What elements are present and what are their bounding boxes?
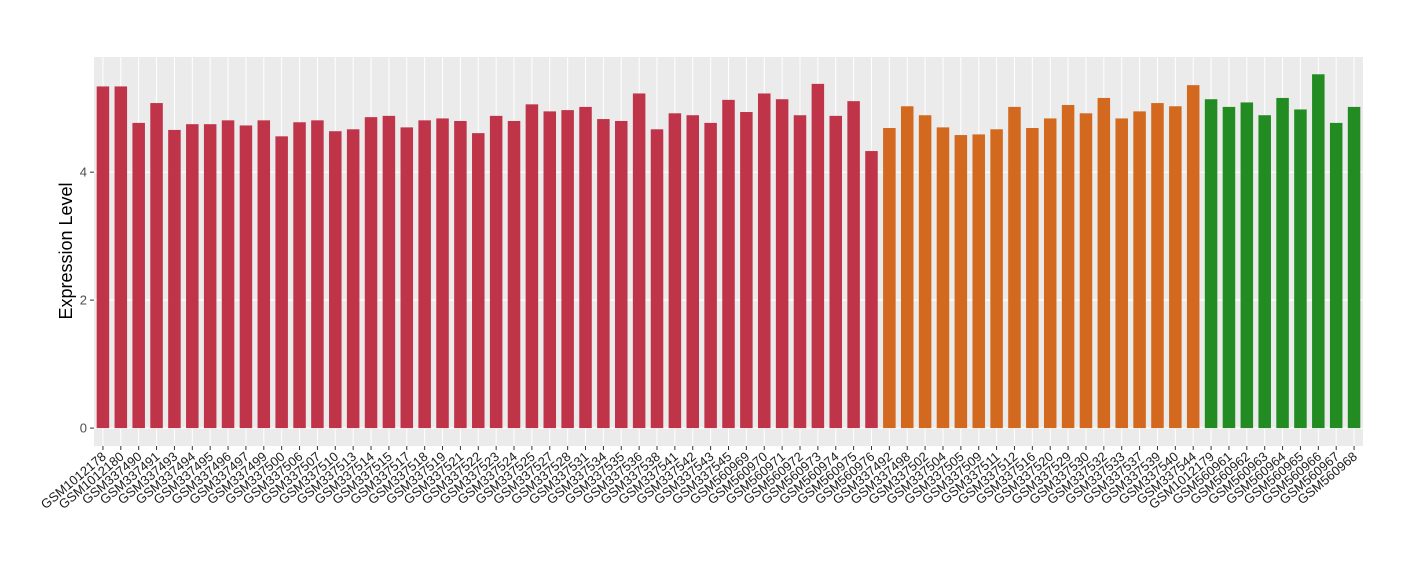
bar <box>883 128 896 429</box>
bar <box>1061 104 1075 429</box>
bar <box>1240 102 1254 429</box>
bar <box>507 120 521 429</box>
bar <box>1043 118 1057 429</box>
bar <box>1312 74 1325 429</box>
bar <box>472 133 485 429</box>
bar <box>740 112 753 429</box>
bar <box>293 122 306 429</box>
bar <box>775 99 789 429</box>
bar <box>1169 106 1182 429</box>
bar <box>543 111 557 429</box>
bar <box>579 106 592 429</box>
y-tick-label: 2 <box>80 293 87 308</box>
y-tick-label: 0 <box>80 421 87 436</box>
bar <box>489 115 503 429</box>
bar <box>865 151 878 429</box>
bar <box>1222 106 1236 429</box>
bar <box>221 120 235 429</box>
bar <box>96 86 110 429</box>
bar <box>757 93 771 429</box>
bar <box>329 131 342 429</box>
bar <box>954 135 968 429</box>
bar <box>1133 111 1146 429</box>
bar <box>364 117 378 429</box>
bar <box>847 101 860 429</box>
bar <box>1079 113 1093 429</box>
bar <box>1347 106 1361 429</box>
bar <box>525 104 539 429</box>
y-tick-label: 4 <box>80 165 87 180</box>
bar <box>311 120 324 429</box>
bar <box>454 120 467 429</box>
bar <box>150 103 163 429</box>
bar <box>168 129 181 429</box>
bar <box>1097 97 1111 429</box>
bar <box>650 129 664 429</box>
bar <box>686 115 700 429</box>
bar <box>829 115 842 429</box>
bar <box>382 115 396 429</box>
bar <box>1115 118 1128 429</box>
bar <box>1151 103 1164 429</box>
y-axis-label: Expression Level <box>56 182 76 319</box>
bar <box>632 93 646 429</box>
bar <box>668 113 682 429</box>
bar <box>990 129 1003 429</box>
bar <box>793 115 807 429</box>
bar <box>346 129 360 429</box>
bar <box>615 120 628 429</box>
bar <box>1008 106 1021 429</box>
bar <box>1276 97 1289 429</box>
bar <box>400 127 414 429</box>
bar <box>722 99 735 429</box>
bar <box>257 120 271 429</box>
bar <box>704 122 717 429</box>
bar <box>436 118 449 429</box>
bar <box>1294 109 1307 429</box>
bar <box>900 106 914 429</box>
bar <box>561 110 574 429</box>
bar <box>918 115 932 429</box>
bar <box>203 124 217 429</box>
bar <box>1258 115 1271 429</box>
bar <box>114 86 128 429</box>
bar <box>418 120 431 429</box>
bar <box>811 83 825 429</box>
bar <box>1329 122 1343 429</box>
bar <box>1204 99 1218 429</box>
bar <box>1186 85 1200 429</box>
bar <box>132 122 145 429</box>
bar <box>597 119 610 429</box>
bar <box>186 124 199 429</box>
bar <box>239 125 253 429</box>
bar <box>1026 128 1039 429</box>
bar <box>972 134 985 429</box>
bar <box>275 136 288 429</box>
bar <box>936 127 950 429</box>
